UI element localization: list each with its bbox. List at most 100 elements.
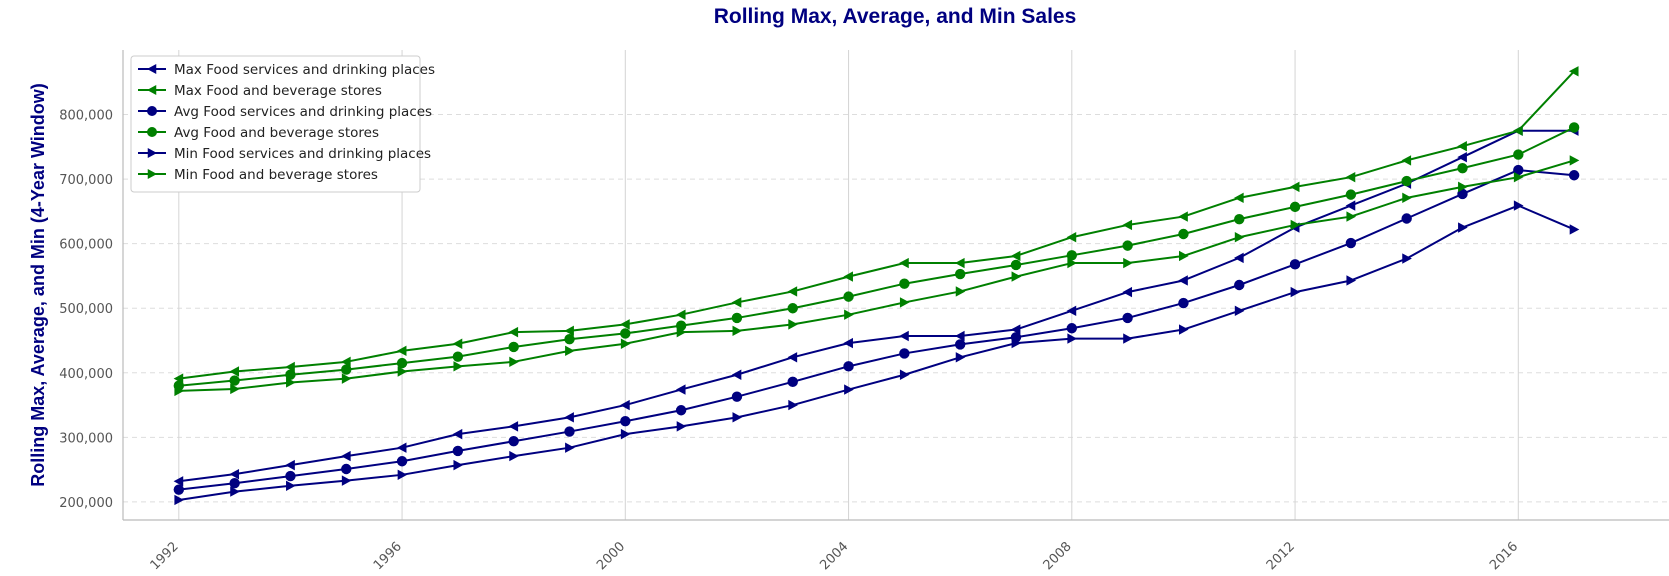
data-point [285, 470, 296, 482]
data-point [509, 356, 519, 368]
x-tick-label: 2004 [817, 539, 851, 573]
series-line [178, 70, 1575, 380]
data-point [1513, 200, 1524, 211]
series-4 [173, 122, 1580, 391]
data-point [1122, 219, 1133, 231]
data-point [899, 278, 910, 289]
data-point [229, 375, 240, 386]
data-point [1401, 213, 1412, 224]
data-point [843, 291, 854, 302]
data-point [732, 325, 743, 337]
data-point [1010, 259, 1022, 271]
data-point [1290, 219, 1301, 231]
data-point [787, 286, 798, 297]
data-point [1401, 175, 1412, 187]
data-point [731, 391, 743, 402]
series-2 [173, 66, 1579, 384]
data-point [1513, 164, 1524, 176]
data-point [453, 361, 464, 372]
data-point [1066, 250, 1078, 261]
data-point [397, 469, 408, 481]
data-point [620, 319, 630, 330]
legend-label: Min Food services and drinking places [174, 146, 431, 162]
data-point [1569, 155, 1580, 166]
data-point [452, 338, 463, 349]
data-point [174, 494, 185, 506]
legend-label: Min Food and beverage stores [174, 167, 378, 183]
data-point [955, 352, 966, 363]
x-tick-label: 2012 [1264, 539, 1298, 573]
data-point [954, 257, 965, 269]
data-point [731, 312, 743, 324]
data-point [731, 297, 742, 308]
data-point [229, 366, 240, 377]
x-tick-label: 1996 [371, 539, 405, 573]
data-point [787, 352, 798, 363]
data-point [1178, 297, 1189, 309]
data-point [844, 309, 854, 320]
data-point [675, 384, 686, 395]
data-point [1066, 232, 1077, 243]
legend-box [130, 55, 421, 193]
data-point [899, 257, 909, 269]
y-tick-label: 300,000 [59, 431, 113, 446]
data-point [452, 351, 464, 362]
data-point [508, 326, 519, 338]
data-point [1401, 155, 1412, 166]
data-point [787, 303, 798, 314]
data-point [1234, 213, 1245, 225]
data-point [843, 337, 853, 349]
data-point [564, 412, 574, 423]
data-point [341, 450, 351, 462]
data-point [1011, 337, 1022, 349]
data-point [173, 476, 184, 487]
data-point [341, 364, 352, 375]
data-point [1345, 237, 1357, 249]
x-tick-label: 2008 [1041, 539, 1075, 573]
series-line [178, 204, 1575, 501]
data-point [1234, 192, 1244, 204]
data-point [285, 369, 296, 380]
y-tick-label: 600,000 [59, 238, 113, 253]
data-point [1179, 250, 1189, 262]
data-point [1290, 286, 1301, 298]
data-point [286, 377, 296, 388]
data-point [954, 330, 965, 342]
series-6 [174, 155, 1580, 397]
series-line [178, 169, 1575, 491]
data-point [1289, 181, 1300, 193]
data-point [285, 361, 295, 373]
data-point [620, 416, 631, 427]
data-point [286, 480, 296, 491]
y-tick-label: 700,000 [59, 173, 113, 188]
data-point [899, 297, 910, 308]
data-point [731, 369, 742, 380]
data-point [1067, 333, 1078, 344]
legend: Max Food services and drinking places Max… [130, 55, 435, 193]
data-point [1066, 323, 1078, 334]
data-point [508, 341, 519, 353]
data-point [508, 421, 519, 432]
data-point [1122, 286, 1133, 298]
data-point [1122, 240, 1133, 251]
x-tick-label: 2000 [594, 539, 628, 573]
data-point [1122, 312, 1133, 324]
data-point [564, 426, 575, 437]
data-point [229, 468, 240, 480]
data-point [732, 412, 743, 423]
data-point [1234, 279, 1245, 291]
data-point [1457, 162, 1468, 174]
data-point [1123, 333, 1133, 344]
legend-label: Avg Food services and drinking places [174, 104, 432, 120]
data-point [675, 309, 686, 320]
data-point [1458, 222, 1468, 233]
data-point [843, 361, 854, 372]
data-point [676, 421, 687, 432]
legend-label: Avg Food and beverage stores [174, 125, 379, 141]
data-point [173, 484, 185, 495]
data-point [899, 369, 910, 380]
data-point [899, 348, 910, 359]
y-tick-label: 200,000 [59, 496, 113, 511]
data-point [1345, 200, 1356, 211]
data-point [397, 366, 408, 377]
